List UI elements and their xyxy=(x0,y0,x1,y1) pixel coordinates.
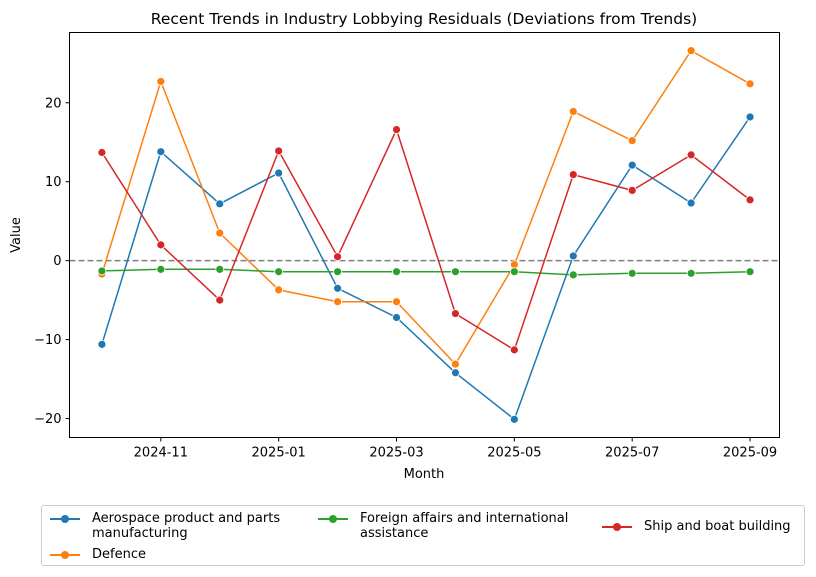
legend-item-defence: Defence xyxy=(50,547,146,562)
data-point xyxy=(451,368,460,378)
data-point xyxy=(333,252,342,262)
data-point xyxy=(215,264,225,274)
series-line-2 xyxy=(101,268,751,276)
data-point xyxy=(509,345,519,355)
data-point xyxy=(274,146,284,156)
legend-label: manufacturing xyxy=(92,526,188,541)
data-point xyxy=(686,268,696,278)
data-point xyxy=(686,46,696,56)
data-point xyxy=(333,283,342,293)
x-tick-label: 2025-05 xyxy=(487,446,541,461)
y-axis-label: Value xyxy=(9,217,24,253)
data-point xyxy=(451,359,460,369)
legend-label: Foreign affairs and international xyxy=(360,511,569,526)
data-point xyxy=(745,79,755,89)
data-point xyxy=(627,136,637,146)
data-point xyxy=(392,313,401,322)
data-point xyxy=(568,251,578,261)
data-point xyxy=(215,199,225,209)
legend-label: Defence xyxy=(92,547,146,562)
data-point xyxy=(97,266,107,276)
data-point xyxy=(686,198,696,208)
series-line-1 xyxy=(101,49,751,366)
data-point xyxy=(274,285,284,295)
legend-swatch xyxy=(50,511,80,526)
y-tick-label: 20 xyxy=(45,96,62,111)
data-point xyxy=(745,112,755,122)
data-point xyxy=(333,297,342,307)
series-line-3 xyxy=(101,127,751,352)
x-tick-label: 2024-11 xyxy=(134,446,188,461)
x-tick-label: 2025-03 xyxy=(369,446,423,461)
y-tick-label: −10 xyxy=(34,333,61,348)
x-axis-label: Month xyxy=(404,467,445,482)
series-line-0 xyxy=(101,116,751,421)
data-point xyxy=(745,267,755,277)
data-point xyxy=(451,267,460,277)
data-point xyxy=(392,125,401,135)
y-tick-label: 10 xyxy=(45,175,62,190)
plot-frame xyxy=(69,32,780,438)
data-point xyxy=(568,270,578,280)
legend-swatch xyxy=(50,547,80,562)
line-chart: Recent Trends in Industry Lobbying Resid… xyxy=(9,10,780,482)
legend-label: assistance xyxy=(360,526,429,541)
legend-label: Aerospace product and parts xyxy=(92,511,281,526)
data-point xyxy=(156,77,166,86)
data-point xyxy=(627,185,637,195)
data-point xyxy=(568,170,578,180)
x-tick-label: 2025-09 xyxy=(723,446,777,461)
data-point xyxy=(392,267,401,277)
data-point xyxy=(392,297,401,307)
data-point xyxy=(627,160,637,170)
data-point xyxy=(509,414,519,424)
data-point xyxy=(686,150,696,160)
legend-item-aerospace: Aerospace product and parts manufacturing xyxy=(50,511,280,541)
data-point xyxy=(274,168,284,178)
legend-swatch xyxy=(602,519,632,534)
x-tick-label: 2025-07 xyxy=(605,446,659,461)
legend-label: Ship and boat building xyxy=(644,519,791,534)
data-point xyxy=(156,264,166,274)
legend-item-ship: Ship and boat building xyxy=(602,519,791,534)
data-point xyxy=(156,240,166,250)
data-point xyxy=(215,228,225,238)
data-point xyxy=(97,339,107,349)
legend-swatch xyxy=(318,511,348,526)
y-tick-label: 0 xyxy=(53,254,61,269)
data-point xyxy=(509,267,519,277)
x-tick-label: 2025-01 xyxy=(252,446,306,461)
data-point xyxy=(274,267,284,277)
data-point xyxy=(745,195,755,205)
data-point xyxy=(156,147,166,157)
data-point xyxy=(333,267,342,277)
data-point xyxy=(451,309,460,318)
legend-item-foreign-affairs: Foreign affairs and international assista… xyxy=(318,511,568,541)
data-point xyxy=(627,268,637,278)
data-point xyxy=(215,295,225,305)
data-point xyxy=(568,107,578,116)
chart-title: Recent Trends in Industry Lobbying Resid… xyxy=(151,10,697,28)
y-tick-label: −20 xyxy=(34,412,61,427)
legend: Aerospace product and parts manufacturing… xyxy=(41,505,805,566)
data-point xyxy=(97,148,107,157)
